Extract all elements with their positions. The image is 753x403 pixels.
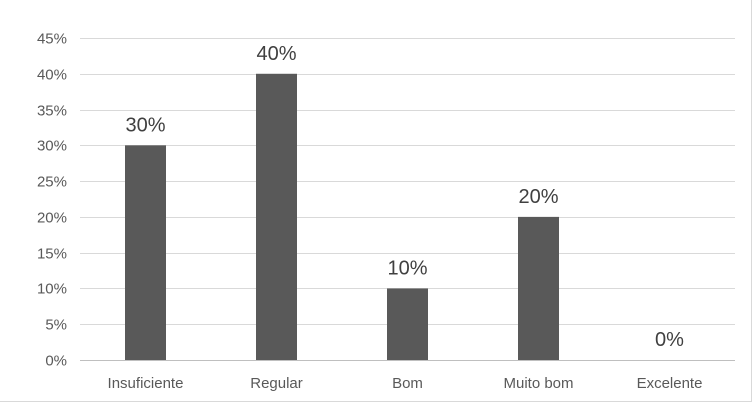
y-tick-label: 5% [45, 317, 67, 334]
bar [125, 145, 166, 360]
data-label: 30% [125, 114, 165, 136]
y-axis-ticks: 0% 5% 10% 15% 20% 25% 30% 35% 40% 45% [37, 31, 67, 370]
bars [125, 73, 559, 361]
data-label: 10% [387, 257, 427, 279]
bar [518, 216, 559, 360]
y-tick-label: 35% [37, 103, 67, 120]
data-labels: 30% 40% 10% 20% 0% [125, 43, 684, 351]
x-tick-label: Bom [392, 375, 423, 392]
x-tick-label: Excelente [637, 375, 703, 392]
x-tick-label: Regular [250, 375, 303, 392]
x-tick-label: Insuficiente [108, 375, 184, 392]
y-tick-label: 40% [37, 67, 67, 84]
data-label: 20% [518, 186, 558, 208]
y-tick-label: 45% [37, 31, 67, 48]
y-tick-label: 20% [37, 210, 67, 227]
bar [387, 288, 428, 360]
data-label: 0% [655, 329, 684, 351]
bar [256, 73, 297, 361]
y-tick-label: 25% [37, 174, 67, 191]
y-tick-label: 10% [37, 281, 67, 298]
x-tick-label: Muito bom [503, 375, 573, 392]
y-tick-label: 30% [37, 138, 67, 155]
y-tick-label: 15% [37, 246, 67, 263]
data-label: 40% [256, 43, 296, 65]
x-axis-ticks: Insuficiente Regular Bom Muito bom Excelente [108, 375, 703, 392]
y-tick-label: 0% [45, 353, 67, 370]
